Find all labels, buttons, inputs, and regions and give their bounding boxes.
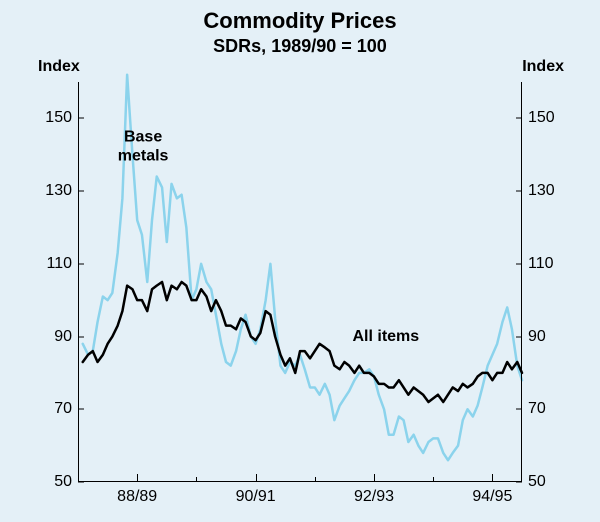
xtick: 92/93	[354, 482, 394, 506]
ytick-left: 130	[45, 182, 78, 200]
ytick-left: 70	[54, 400, 78, 418]
y-axis-title-right: Index	[522, 58, 564, 76]
y-axis-title-left: Index	[38, 58, 80, 76]
ytick-left: 90	[54, 328, 78, 346]
ytick-right: 70	[522, 400, 546, 418]
chart-subtitle: SDRs, 1989/90 = 100	[0, 34, 600, 57]
ytick-left: 110	[46, 255, 78, 273]
ytick-left: 150	[45, 109, 78, 127]
ytick-right: 90	[522, 328, 546, 346]
xtick: 90/91	[236, 482, 276, 506]
ytick-left: 50	[54, 473, 78, 491]
series-label-base_metals: Base metals	[118, 129, 169, 166]
ytick-right: 130	[522, 182, 555, 200]
xtick: 88/89	[117, 482, 157, 506]
chart-title: Commodity Prices	[0, 0, 600, 34]
ytick-right: 50	[522, 473, 546, 491]
plot-area: 50507070909011011013013015015088/8990/91…	[78, 82, 522, 482]
series-label-all_items: All items	[352, 327, 419, 345]
ytick-right: 150	[522, 109, 555, 127]
commodity-prices-chart: Commodity Prices SDRs, 1989/90 = 100 Ind…	[0, 0, 600, 522]
xtick: 94/95	[472, 482, 512, 506]
ytick-right: 110	[522, 255, 554, 273]
